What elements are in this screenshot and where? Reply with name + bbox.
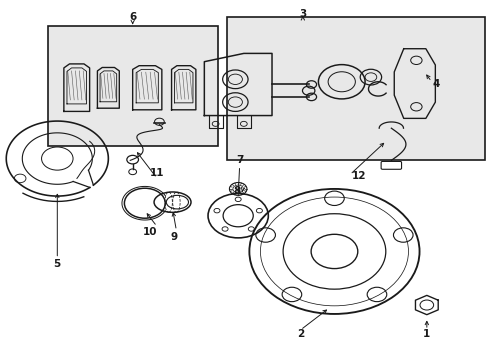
Text: 10: 10 xyxy=(142,227,157,237)
Bar xyxy=(47,26,217,146)
Text: 2: 2 xyxy=(296,329,304,339)
Text: 12: 12 xyxy=(351,171,365,181)
Text: 5: 5 xyxy=(54,259,61,269)
Text: 9: 9 xyxy=(170,232,177,242)
Bar xyxy=(227,18,484,160)
Text: 1: 1 xyxy=(422,329,429,339)
Text: 4: 4 xyxy=(432,78,439,89)
Text: 3: 3 xyxy=(299,9,306,19)
Text: 6: 6 xyxy=(129,13,136,22)
Text: 11: 11 xyxy=(149,168,164,178)
Text: 8: 8 xyxy=(233,186,240,196)
Text: 7: 7 xyxy=(236,156,243,165)
